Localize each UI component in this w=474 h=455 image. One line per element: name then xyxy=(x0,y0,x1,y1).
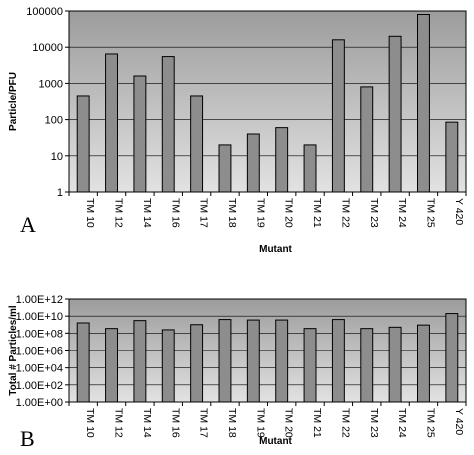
x-tick-label: TM 22 xyxy=(339,198,351,228)
bar-tm-24 xyxy=(388,35,402,193)
bar-tm-12 xyxy=(105,328,118,403)
panel-b-x-axis-title: Mutant xyxy=(259,436,292,447)
y-tick-label: 1.00E+04 xyxy=(16,363,63,375)
x-tick-label: TM 18 xyxy=(226,198,238,228)
bar-tm-20 xyxy=(275,127,289,193)
x-tick-label: TM 25 xyxy=(424,198,436,228)
x-tick-label: TM 14 xyxy=(141,408,153,438)
y-tick-label: 1.00E+10 xyxy=(16,311,63,323)
bar-tm-16 xyxy=(161,329,175,403)
x-tick-label: TM 20 xyxy=(283,408,295,438)
bar-tm-19 xyxy=(246,319,260,403)
panel-a-x-ticks: TM 10 TM 12 TM 14 TM 16 TM 17 TM 18 TM 19 TM 20… xyxy=(68,192,467,228)
bar-tm-18 xyxy=(218,144,232,193)
x-tick-label: TM 12 xyxy=(113,198,125,228)
x-tick-label: TM 16 xyxy=(169,408,181,438)
x-tick-label: TM 24 xyxy=(396,408,408,438)
y-tick-label: 1000 xyxy=(39,78,63,90)
panel-b-letter: B xyxy=(20,426,35,451)
x-tick-label: TM 16 xyxy=(169,198,181,228)
panel-a-bars xyxy=(76,14,459,193)
bar-tm-22 xyxy=(331,39,345,193)
x-tick-label: Y 420 xyxy=(453,198,465,225)
x-tick-label: TM 10 xyxy=(84,198,96,228)
x-tick-label: Y 420 xyxy=(453,408,465,435)
panel-b-chart: 1.00E+00 1.00E+02 1.00E+04 1.00E+06 1.00E+08… xyxy=(8,294,467,451)
x-tick-label: TM 19 xyxy=(254,408,266,438)
panel-a-x-axis-title: Mutant xyxy=(259,244,292,255)
x-tick-label: TM 17 xyxy=(198,198,210,228)
bar-tm-14 xyxy=(133,75,147,193)
bar-tm-20 xyxy=(275,319,289,403)
x-tick-label: TM 19 xyxy=(254,198,266,228)
bar-tm-22 xyxy=(331,319,345,403)
x-tick-label: TM 18 xyxy=(226,408,238,438)
bar-tm-23 xyxy=(360,86,374,193)
bar-tm-12 xyxy=(105,53,118,193)
x-tick-label: TM 24 xyxy=(396,198,408,228)
panel-a-y-axis-title: Particle/PFU xyxy=(8,72,19,131)
x-tick-label: TM 21 xyxy=(311,198,323,228)
panel-b-y-ticks: 1.00E+00 1.00E+02 1.00E+04 1.00E+06 1.00E+08… xyxy=(16,294,69,409)
x-tick-label: TM 10 xyxy=(84,408,96,438)
bar-tm-18 xyxy=(218,319,232,403)
panel-b-bars xyxy=(76,313,459,403)
bar-tm-25 xyxy=(417,14,430,193)
panel-a-letter: A xyxy=(20,212,36,237)
panel-b-y-axis-title: Total # Particles/ml xyxy=(8,305,19,396)
bar-y-420 xyxy=(445,313,459,403)
bar-tm-17 xyxy=(190,324,204,403)
x-tick-label: TM 14 xyxy=(141,198,153,228)
y-tick-label: 1.00E+00 xyxy=(16,397,63,409)
bar-tm-10 xyxy=(76,322,90,403)
x-tick-label: TM 20 xyxy=(283,198,295,228)
bar-tm-25 xyxy=(417,324,430,403)
panel-a-plot-area xyxy=(68,10,467,193)
y-tick-label: 10000 xyxy=(32,42,63,54)
y-tick-label: 10 xyxy=(51,151,63,163)
bar-tm-24 xyxy=(388,326,402,403)
bar-tm-14 xyxy=(133,320,147,403)
x-tick-label: TM 22 xyxy=(339,408,351,438)
y-tick-label: 100000 xyxy=(26,6,63,18)
bar-tm-16 xyxy=(161,56,175,193)
bar-tm-21 xyxy=(303,328,317,403)
bar-tm-17 xyxy=(190,95,204,193)
y-tick-label: 1.00E+02 xyxy=(16,380,63,392)
bar-tm-10 xyxy=(76,95,90,193)
panel-b-x-ticks: TM 10 TM 12 TM 14 TM 16 TM 17 TM 18 TM 19 TM 20… xyxy=(68,402,467,438)
bar-tm-19 xyxy=(246,133,260,193)
y-tick-label: 1.00E+12 xyxy=(16,294,63,306)
panel-a-y-ticks: 1 10 100 1000 10000 100000 xyxy=(26,6,69,199)
bar-tm-23 xyxy=(360,328,374,403)
x-tick-label: TM 12 xyxy=(113,408,125,438)
y-tick-label: 100 xyxy=(45,115,63,127)
x-tick-label: TM 23 xyxy=(368,408,380,438)
y-tick-label: 1.00E+08 xyxy=(16,328,63,340)
y-tick-label: 1.00E+06 xyxy=(16,346,63,358)
bar-tm-21 xyxy=(303,144,317,193)
bar-y-420 xyxy=(445,121,459,193)
x-tick-label: TM 23 xyxy=(368,198,380,228)
y-tick-label: 1 xyxy=(57,187,63,199)
x-tick-label: TM 17 xyxy=(198,408,210,438)
x-tick-label: TM 21 xyxy=(311,408,323,438)
x-tick-label: TM 25 xyxy=(424,408,436,438)
